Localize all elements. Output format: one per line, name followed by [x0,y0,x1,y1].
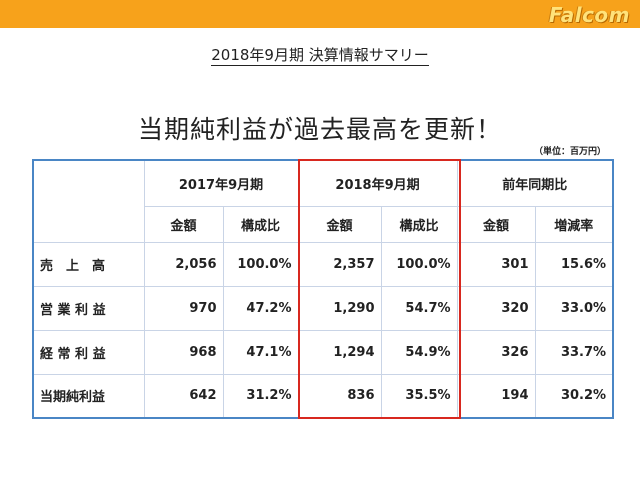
col-header-amount-2017: 金額 [143,205,224,243]
cell-value: 320 [456,285,536,331]
cell-value: 301 [456,241,536,287]
period-header-2017: 2017年9月期 [143,159,299,207]
cell-value: 47.1% [222,329,299,375]
table-row: 経 常 利 益 968 47.1% 1,294 54.9% 326 33.7% [32,329,614,375]
col-header-amount-2018: 金額 [297,205,382,243]
cell-value: 30.2% [534,373,614,419]
cell-value: 54.7% [380,285,458,331]
cell-value: 326 [456,329,536,375]
financial-summary-table: 2017年9月期 2018年9月期 前年同期比 金額 構成比 金額 構成比 金額… [32,159,615,419]
row-label-sales: 売 上 高 [32,241,145,287]
cell-value: 2,357 [297,241,382,287]
col-header-ratio-2018: 構成比 [380,205,458,243]
header-bar: Falcom [0,0,640,28]
cell-value: 47.2% [222,285,299,331]
unit-note: （単位：百万円） [533,147,606,157]
cell-value: 1,290 [297,285,382,331]
cell-value: 35.5% [380,373,458,419]
cell-value: 15.6% [534,241,614,287]
period-header-2018: 2018年9月期 [297,159,458,207]
row-label-ordinary-income: 経 常 利 益 [32,329,145,375]
cell-value: 100.0% [380,241,458,287]
cell-value: 836 [297,373,382,419]
cell-value: 31.2% [222,373,299,419]
col-header-amount-yoy: 金額 [456,205,536,243]
row-label-net-income: 当期純利益 [32,373,145,419]
table-row: 当期純利益 642 31.2% 836 35.5% 194 30.2% [32,373,614,419]
subtitle-text: 2018年9月期 決算情報サマリー [211,46,429,66]
document-subtitle: 2018年9月期 決算情報サマリー [0,44,640,66]
period-header-yoy: 前年同期比 [456,159,614,207]
cell-value: 970 [143,285,224,331]
corner-cell [32,159,145,243]
cell-value: 968 [143,329,224,375]
cell-value: 1,294 [297,329,382,375]
cell-value: 33.7% [534,329,614,375]
cell-value: 33.0% [534,285,614,331]
table-row: 売 上 高 2,056 100.0% 2,357 100.0% 301 15.6… [32,241,614,287]
cell-value: 642 [143,373,224,419]
cell-value: 100.0% [222,241,299,287]
cell-value: 54.9% [380,329,458,375]
page-headline: 当期純利益が過去最高を更新！ [137,115,502,144]
col-header-ratio-2017: 構成比 [222,205,299,243]
cell-value: 194 [456,373,536,419]
cell-value: 2,056 [143,241,224,287]
row-label-operating-income: 営 業 利 益 [32,285,145,331]
column-header-row: 金額 構成比 金額 構成比 金額 増減率 [33,205,614,243]
col-header-rate-yoy: 増減率 [534,205,614,243]
falcom-logo: Falcom [548,3,630,27]
table-row: 営 業 利 益 970 47.2% 1,290 54.7% 320 33.0% [32,285,614,331]
period-header-row: 2017年9月期 2018年9月期 前年同期比 [32,159,614,243]
